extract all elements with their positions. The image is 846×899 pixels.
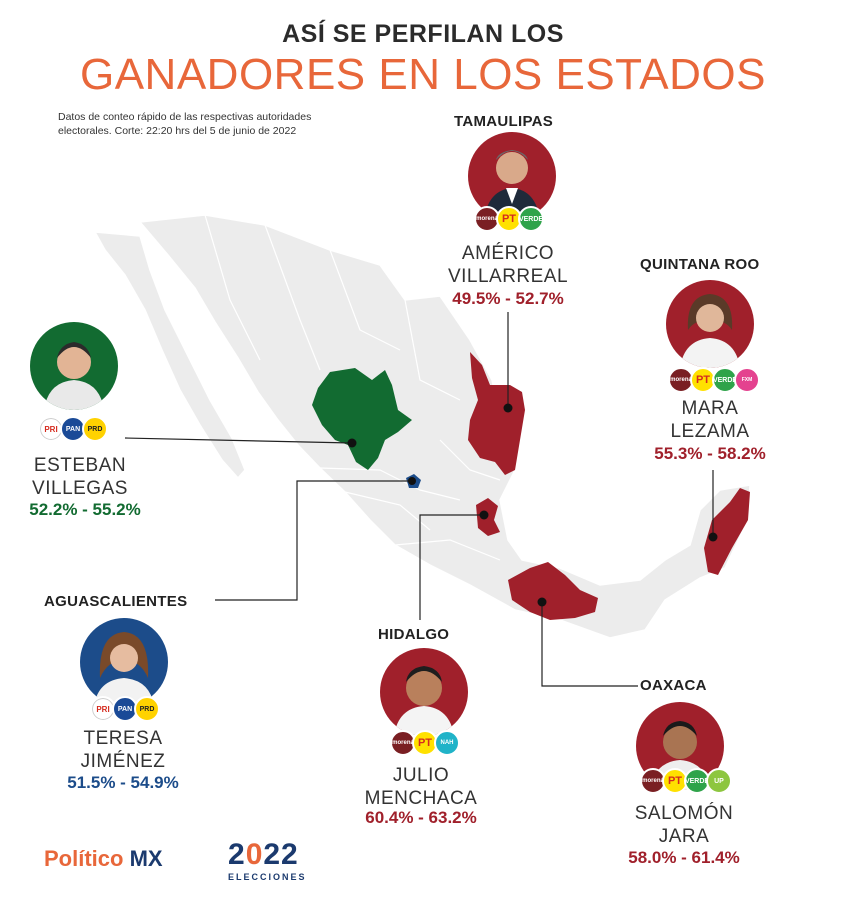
verde-logo: VERDE [684,768,710,794]
pri-logo: PRI [38,416,64,442]
morena-logo: morena [668,367,694,393]
morena-logo: morena [474,206,500,232]
pan-logo: PAN [112,696,138,722]
candidate-name-americo: AMÉRICO VILLARREAL [428,242,588,288]
name-line1: JULIO [392,765,450,786]
pin-hidalgo [479,510,489,520]
candidate-photo-teresa [80,618,168,706]
coalition-badges-hidalgo: morena PT NAH [390,730,460,756]
name-line1: SALOMÓN [634,803,734,824]
name-line2: VILLEGAS [32,478,128,499]
politico-mx-logo: Político MX [44,846,163,872]
elecciones-2022-logo: 2022 [228,838,299,872]
baja-california [93,231,246,480]
pin-quintanaroo [708,532,718,542]
candidate-name-esteban: ESTEBAN VILLEGAS [5,454,155,500]
candidate-name-teresa: TERESA JIMÉNEZ [48,727,198,773]
pin-tamaulipas [503,403,513,413]
pin-durango [347,438,357,448]
pt-logo: PT [662,768,688,794]
result-range-oaxaca: 58.0% - 61.4% [628,848,740,867]
result-range-aguascalientes: 51.5% - 54.9% [67,773,179,792]
candidate-name-julio: JULIO MENCHACA [346,764,496,810]
prd-logo: PRD [82,416,108,442]
name-line2: JARA [658,826,710,847]
result-range-tamaulipas: 49.5% - 52.7% [452,289,564,308]
state-label-quintana-roo: QUINTANA ROO [640,256,760,273]
coalition-badges-tamaulipas: morena PT VERDE [474,206,544,232]
state-label-oaxaca: OAXACA [640,677,707,694]
pin-aguascalientes [408,477,416,485]
name-line2: JIMÉNEZ [80,751,166,772]
coalition-badges-aguascalientes: PRI PAN PRD [90,696,160,722]
state-label-hidalgo: HIDALGO [378,626,450,643]
result-range-quintana-roo: 55.3% - 58.2% [654,444,766,463]
candidate-photo-julio [380,648,468,736]
name-line1: TERESA [83,728,163,749]
candidate-name-salomon: SALOMÓN JARA [604,802,764,848]
fuerza-mexico-logo: FXM [734,367,760,393]
name-line1: ESTEBAN [33,455,127,476]
logo-brand-a: Político [44,846,124,871]
leader-oaxaca [541,602,638,687]
leader-durango [124,437,353,444]
state-oaxaca [508,562,598,620]
morena-logo: morena [390,730,416,756]
title-main: GANADORES EN LOS ESTADOS [79,50,766,99]
pt-logo: PT [412,730,438,756]
leader-aguascalientes [215,480,412,601]
state-tamaulipas [468,352,525,475]
year-part-a: 2 [228,838,246,871]
coalition-badges-quintana-roo: morena PT VERDE FXM [668,367,760,393]
year-ballot-icon: 0 [245,838,264,871]
state-label-tamaulipas: TAMAULIPAS [454,113,554,130]
mainland [138,214,751,639]
year-part-b: 22 [263,838,299,871]
prd-logo: PRD [134,696,160,722]
verde-logo: VERDE [518,206,544,232]
name-line1: AMÉRICO [461,243,555,264]
result-range-hidalgo: 60.4% - 63.2% [365,808,477,827]
unidad-popular-logo: UP [706,768,732,794]
name-line2: VILLARREAL [447,266,569,287]
coalition-badges-oaxaca: morena PT VERDE UP [640,768,732,794]
candidate-photo-mara [666,280,754,368]
nueva-alianza-logo: NAH [434,730,460,756]
morena-logo: morena [640,768,666,794]
leader-hidalgo [419,514,484,620]
state-durango [312,368,412,470]
state-label-aguascalientes: AGUASCALIENTES [44,593,188,610]
pri-logo: PRI [90,696,116,722]
candidate-name-mara: MARA LEZAMA [630,397,790,443]
coalition-badges-durango: PRI PAN PRD [38,416,108,442]
title-small: ASÍ SE PERFILAN LOS [282,20,564,48]
pin-oaxaca [537,597,547,607]
candidate-photo-esteban [30,322,118,410]
name-line2: LEZAMA [670,421,750,442]
name-line2: MENCHACA [364,788,478,809]
result-range-durango: 52.2% - 55.2% [29,500,141,519]
name-line1: MARA [681,398,739,419]
elecciones-label: ELECCIONES [228,872,307,882]
logo-brand-b: MX [129,846,163,871]
pan-logo: PAN [60,416,86,442]
state-quintana-roo [704,488,750,575]
source-note: Datos de conteo rápido de las respectiva… [58,111,312,137]
